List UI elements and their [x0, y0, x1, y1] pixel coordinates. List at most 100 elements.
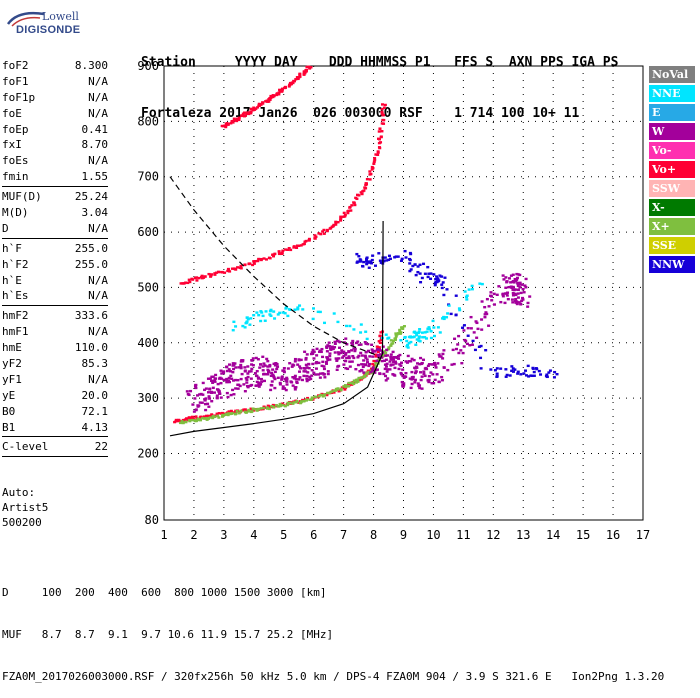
echo-mark [218, 392, 222, 395]
echo-mark [385, 348, 389, 352]
echo-mark [373, 371, 377, 374]
echo-mark [514, 301, 518, 304]
echo-mark [419, 378, 423, 382]
echo-mark [309, 66, 313, 69]
echo-mark [364, 342, 368, 345]
echo-mark [266, 404, 270, 408]
param-row-he: h`E N/A [2, 273, 108, 289]
echo-mark [363, 186, 367, 189]
echo-mark [384, 333, 388, 336]
echo-mark [321, 355, 325, 359]
echo-mark [237, 412, 241, 415]
legend-item-w: W [649, 122, 695, 140]
echo-mark [272, 362, 276, 366]
echo-mark [234, 387, 238, 390]
echo-mark [327, 341, 331, 344]
echo-mark [243, 390, 247, 393]
echo-mark [265, 406, 269, 410]
echo-mark [466, 342, 470, 346]
echo-mark [467, 288, 471, 291]
echo-mark [278, 402, 282, 406]
echo-mark [191, 417, 195, 420]
param-row-md: M(D) 3.04 [2, 205, 108, 221]
echo-mark [406, 343, 410, 347]
param-value: 25.24 [74, 190, 108, 204]
echo-mark [208, 377, 212, 380]
echo-mark [369, 260, 373, 263]
echo-mark [240, 372, 244, 376]
echo-mark [245, 321, 249, 324]
param-name: foE [2, 106, 22, 120]
echo-mark [194, 386, 198, 390]
echo-mark [382, 353, 386, 356]
echo-mark [306, 371, 310, 374]
echo-mark [461, 351, 465, 355]
echo-mark [380, 112, 384, 115]
echo-mark [356, 380, 360, 383]
echo-mark [337, 352, 341, 356]
echo-mark [344, 367, 348, 370]
echo-mark [530, 374, 534, 378]
echo-mark [438, 274, 442, 277]
echo-mark [480, 300, 484, 303]
echo-mark [293, 357, 297, 361]
echo-mark [429, 329, 433, 333]
param-row-foes: foEs N/A [2, 153, 108, 169]
param-row-fof2: foF2 8.300 [2, 58, 108, 74]
echo-mark [427, 380, 431, 384]
echo-mark [274, 404, 278, 407]
echo-mark [225, 377, 229, 381]
echo-mark [299, 358, 303, 362]
echo-mark [531, 367, 535, 370]
echo-mark [388, 368, 392, 371]
echo-mark [504, 368, 508, 371]
param-value: N/A [88, 221, 108, 235]
echo-mark [361, 264, 365, 268]
echo-mark [250, 410, 254, 413]
echo-mark [262, 379, 266, 383]
echo-mark [493, 369, 497, 372]
param-value: 72.1 [81, 404, 109, 418]
echo-mark [432, 273, 436, 276]
echo-mark [432, 334, 436, 338]
echo-mark [357, 194, 361, 197]
echo-mark [463, 290, 467, 293]
echo-mark [393, 337, 397, 340]
echo-mark [348, 365, 352, 368]
echo-mark [355, 197, 359, 201]
echo-mark [351, 381, 355, 384]
echo-mark [198, 393, 202, 396]
echo-mark [305, 366, 309, 369]
echo-mark [272, 310, 276, 313]
echo-mark [524, 286, 528, 289]
echo-mark [346, 367, 350, 371]
echo-mark [363, 340, 367, 344]
echo-mark [304, 68, 308, 72]
echo-mark [339, 389, 343, 392]
echo-mark [239, 366, 243, 369]
echo-mark [174, 418, 178, 422]
echo-mark [286, 248, 290, 251]
echo-mark [211, 414, 215, 418]
echo-mark [336, 339, 340, 343]
echo-mark [231, 119, 235, 123]
echo-mark [513, 368, 517, 371]
param-row-d: D N/A [2, 221, 108, 237]
echo-mark [427, 326, 431, 329]
echo-mark [302, 73, 306, 76]
echo-mark [437, 380, 441, 384]
polarization-legend: NoVal NNE E W Vo- Vo+ SSW X- X+ SSE NNW [649, 66, 695, 275]
echo-mark [335, 358, 339, 361]
echo-mark [301, 398, 305, 402]
echo-mark [286, 367, 290, 370]
echo-mark [379, 338, 383, 342]
echo-mark [489, 294, 493, 297]
echo-mark [452, 362, 456, 366]
echo-mark [412, 358, 416, 362]
x-tick-label: 14 [546, 528, 560, 542]
echo-mark [400, 380, 404, 384]
echo-mark [347, 385, 351, 388]
echo-mark [236, 387, 240, 390]
x-tick-label: 11 [456, 528, 470, 542]
echo-mark [179, 282, 183, 285]
